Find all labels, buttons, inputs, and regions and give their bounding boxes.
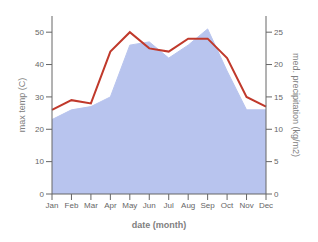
svg-text:Aug: Aug xyxy=(181,201,195,210)
svg-text:Apr: Apr xyxy=(104,201,117,210)
svg-text:50: 50 xyxy=(35,28,44,37)
svg-text:15: 15 xyxy=(274,93,283,102)
svg-text:May: May xyxy=(122,201,137,210)
svg-text:30: 30 xyxy=(35,93,44,102)
svg-text:Nov: Nov xyxy=(239,201,253,210)
svg-text:date (month): date (month) xyxy=(132,220,187,230)
svg-text:max temp (C): max temp (C) xyxy=(17,78,27,133)
svg-text:Jun: Jun xyxy=(143,201,156,210)
svg-text:0: 0 xyxy=(40,190,45,199)
svg-text:0: 0 xyxy=(274,190,279,199)
svg-text:5: 5 xyxy=(274,157,279,166)
svg-text:10: 10 xyxy=(35,157,44,166)
svg-text:40: 40 xyxy=(35,60,44,69)
svg-text:Jan: Jan xyxy=(46,201,59,210)
svg-text:Feb: Feb xyxy=(65,201,79,210)
svg-text:med. precipitation (kg/m2): med. precipitation (kg/m2) xyxy=(291,53,301,157)
svg-text:20: 20 xyxy=(274,60,283,69)
svg-text:10: 10 xyxy=(274,125,283,134)
svg-text:20: 20 xyxy=(35,125,44,134)
svg-text:25: 25 xyxy=(274,28,283,37)
svg-text:Jul: Jul xyxy=(164,201,174,210)
svg-text:Mar: Mar xyxy=(84,201,98,210)
svg-text:Oct: Oct xyxy=(221,201,234,210)
svg-text:Dec: Dec xyxy=(259,201,273,210)
svg-text:Sep: Sep xyxy=(201,201,216,210)
